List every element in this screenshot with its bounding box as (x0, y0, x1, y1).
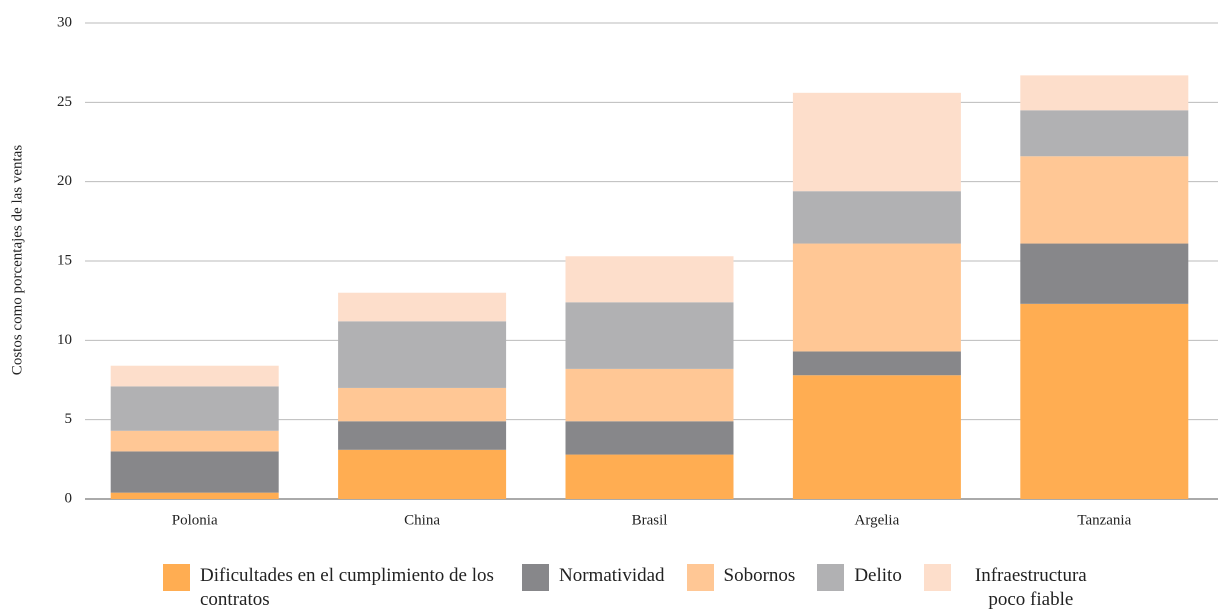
bar-segment (110, 430, 279, 452)
bar-segment (110, 492, 279, 499)
legend-swatch (923, 564, 951, 591)
plot: Costos como porcentajes de las ventas 0 5… (9, 14, 1218, 528)
legend-swatch (163, 564, 190, 591)
legend-item: Dificultades en el cumplimiento de los c… (163, 564, 500, 612)
legend-item: Normatividad (522, 564, 665, 612)
bar-segment (338, 292, 507, 322)
legend-item: Delito (817, 564, 902, 612)
bar-segment (338, 387, 507, 422)
bar-segment (792, 375, 961, 499)
y-tick-label: 20 (57, 173, 72, 189)
bar-segment (565, 421, 734, 455)
legend-label: Dificultades en el cumplimiento de los c… (200, 565, 494, 610)
x-tick-label: China (404, 512, 440, 528)
bar-segment (338, 449, 507, 499)
legend-item: Infraestructura poco fiable (923, 564, 1101, 612)
x-tick-label: Argelia (855, 512, 900, 528)
bar-segment (110, 386, 279, 431)
bar-segment (110, 365, 279, 387)
legend-swatch (817, 564, 845, 591)
bar-segment (1020, 303, 1189, 499)
legend-item: Sobornos (686, 564, 796, 612)
y-tick-label: 0 (65, 490, 73, 506)
x-tick-label: Brasil (632, 512, 668, 528)
bar-segment (792, 243, 961, 352)
bar-segment (792, 92, 961, 192)
legend: Dificultades en el cumplimiento de los c… (163, 564, 1101, 612)
bar-segment (1020, 243, 1189, 304)
legend-swatch (686, 564, 714, 591)
x-tick-label: Tanzania (1077, 512, 1131, 528)
legend-label: Delito (854, 565, 902, 586)
bar-segment (110, 451, 279, 493)
bar-segment (565, 368, 734, 422)
bar-segment (565, 454, 734, 499)
x-tick-label: Polonia (172, 512, 218, 528)
bar-segment (338, 321, 507, 388)
y-tick-label: 5 (65, 411, 73, 427)
legend-swatch (522, 564, 549, 591)
bar-segment (338, 421, 507, 450)
bar-segment (1020, 110, 1189, 157)
bar-segment (565, 256, 734, 303)
bar-segment (792, 191, 961, 244)
bar-segment (565, 302, 734, 369)
y-tick-label: 15 (57, 252, 72, 268)
legend-label: Normatividad (559, 565, 665, 586)
legend-label: Sobornos (723, 565, 796, 586)
y-tick-label: 25 (57, 94, 72, 110)
bar-segment (1020, 156, 1189, 244)
legend-label: Infraestructura poco fiable (974, 565, 1087, 610)
y-tick-label: 10 (57, 332, 72, 348)
bar-segment (1020, 75, 1189, 111)
bar-segment (792, 351, 961, 376)
y-axis-label: Costos como porcentajes de las ventas (9, 145, 25, 376)
y-tick-label: 30 (57, 14, 72, 30)
